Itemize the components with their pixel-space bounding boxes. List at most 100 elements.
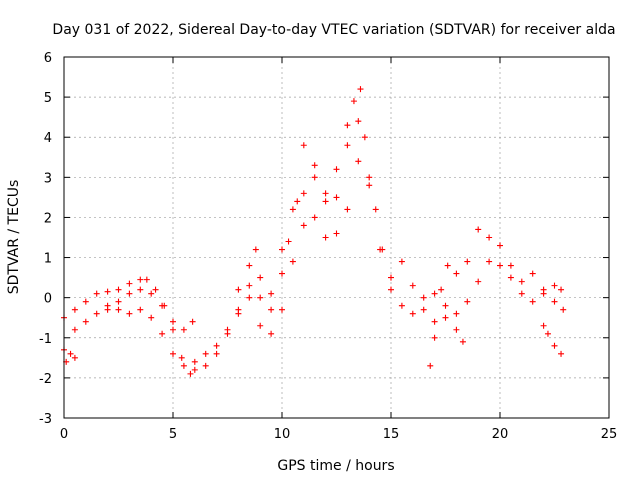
data-point (143, 276, 150, 283)
x-tick-label: 25 (601, 427, 618, 442)
data-point (180, 362, 187, 369)
data-point (442, 302, 449, 309)
data-point (93, 290, 100, 297)
data-point (344, 122, 351, 129)
grid (64, 57, 609, 418)
data-point (126, 310, 133, 317)
data-point (540, 322, 547, 329)
data-point (475, 278, 482, 285)
data-point (529, 270, 536, 277)
data-point (540, 286, 547, 293)
data-point (453, 310, 460, 317)
series-track-i (540, 322, 565, 357)
data-point (294, 198, 301, 205)
data-point (252, 246, 259, 253)
data-point (268, 330, 275, 337)
data-point (202, 362, 209, 369)
data-point (246, 282, 253, 289)
data-point (350, 98, 357, 105)
data-point (551, 298, 558, 305)
data-point (355, 158, 362, 165)
data-point (438, 286, 445, 293)
data-point (464, 298, 471, 305)
data-point (366, 182, 373, 189)
data-point (398, 258, 405, 265)
data-point (235, 306, 242, 313)
data-point (333, 166, 340, 173)
data-point (180, 326, 187, 333)
data-point (257, 274, 264, 281)
data-point (507, 262, 514, 269)
data-point (170, 350, 176, 357)
data-point (475, 226, 482, 233)
data-point (322, 190, 329, 197)
data-point (377, 246, 384, 253)
data-point (486, 258, 493, 265)
data-point (246, 294, 253, 301)
data-point (268, 306, 275, 313)
data-point (115, 306, 122, 313)
data-point (71, 306, 78, 313)
data-point (126, 280, 133, 287)
data-point (137, 276, 144, 283)
data-point (518, 278, 525, 285)
data-point (126, 290, 133, 297)
data-point (82, 318, 89, 325)
data-point (444, 262, 451, 269)
data-point (257, 322, 264, 329)
x-axis-label: GPS time / hours (277, 458, 394, 474)
data-point (427, 362, 434, 369)
data-point (372, 206, 379, 213)
data-point (518, 290, 525, 297)
data-point (178, 354, 185, 361)
data-point (420, 294, 427, 301)
data-point (257, 294, 264, 301)
data-point (453, 270, 460, 277)
data-points (61, 86, 567, 377)
series-track-c (104, 286, 196, 333)
y-tick-label: 6 (44, 51, 52, 66)
y-tick-label: -1 (39, 332, 52, 347)
y-tick-label: 0 (44, 292, 52, 307)
data-point (333, 230, 340, 237)
data-point (300, 222, 307, 229)
data-point (152, 286, 159, 293)
data-point (137, 286, 144, 293)
series-track-d (202, 86, 438, 369)
data-point (300, 190, 307, 197)
data-point (289, 206, 296, 213)
data-point (187, 370, 194, 377)
data-point (235, 286, 242, 293)
y-tick-label: 2 (44, 211, 52, 226)
data-point (104, 306, 111, 313)
data-point (497, 262, 503, 269)
data-point (289, 258, 296, 265)
data-point (159, 330, 166, 337)
data-point (322, 234, 329, 241)
data-point (279, 306, 285, 313)
data-point (558, 286, 565, 293)
data-point (311, 214, 318, 221)
data-point (507, 274, 514, 281)
series-track-j (61, 346, 78, 365)
data-point (357, 86, 364, 93)
data-point (344, 142, 351, 149)
data-point (311, 162, 318, 169)
data-point (202, 350, 209, 357)
data-point (459, 338, 466, 345)
data-point (464, 258, 471, 265)
y-tick-label: 4 (44, 131, 52, 146)
data-point (224, 326, 231, 333)
data-point (551, 282, 558, 289)
data-point (71, 326, 78, 333)
data-point (431, 334, 438, 341)
data-point (453, 326, 460, 333)
data-point (67, 350, 74, 357)
data-point (71, 354, 78, 361)
chart-title: Day 031 of 2022, Sidereal Day-to-day VTE… (52, 22, 615, 38)
data-point (170, 318, 176, 325)
data-point (137, 306, 144, 313)
data-point (213, 350, 220, 357)
data-point (115, 298, 122, 305)
